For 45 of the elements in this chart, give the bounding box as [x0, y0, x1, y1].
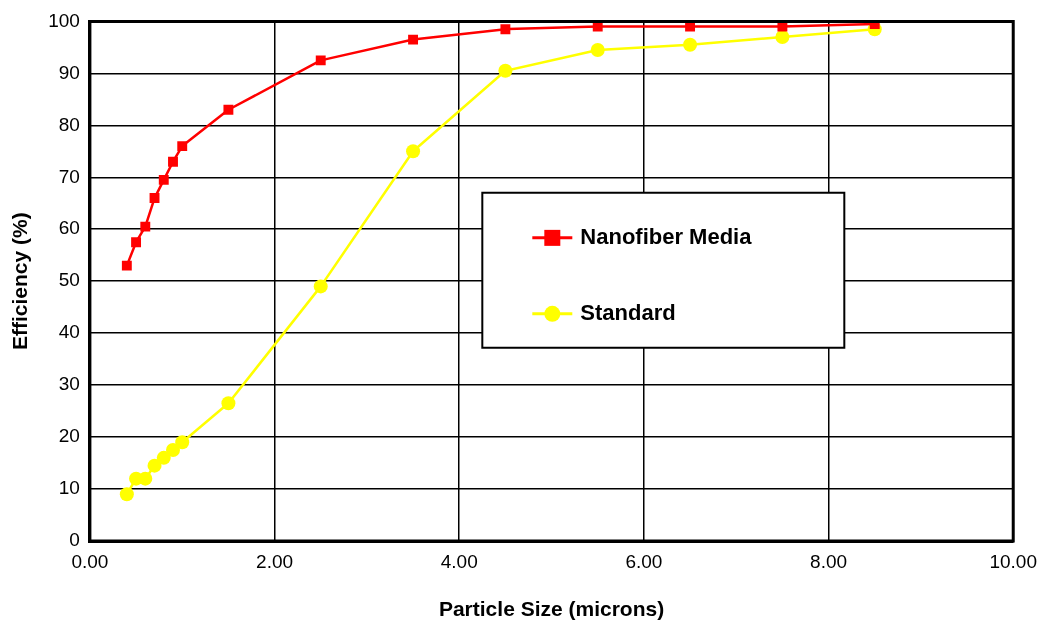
point — [138, 471, 153, 486]
point — [223, 104, 234, 115]
legend-label: Standard — [580, 299, 676, 325]
legend-label: Nanofiber Media — [580, 223, 753, 249]
x-tick-label: 6.00 — [625, 550, 663, 572]
point — [683, 37, 698, 52]
x-tick-label: 8.00 — [810, 550, 848, 572]
point — [221, 396, 236, 411]
point — [166, 443, 180, 458]
point — [140, 221, 151, 232]
point — [406, 144, 421, 159]
y-tick-label: 10 — [58, 477, 80, 499]
point — [119, 487, 134, 502]
point — [149, 193, 160, 204]
point — [313, 279, 328, 294]
y-tick-label: 40 — [58, 321, 80, 343]
point — [498, 63, 513, 78]
y-tick-label: 90 — [58, 61, 80, 83]
point — [168, 156, 178, 167]
y-tick-label: 0 — [69, 529, 80, 551]
point — [121, 260, 132, 271]
x-tick-label: 2.00 — [256, 550, 294, 572]
point — [315, 55, 326, 66]
point — [590, 42, 605, 57]
point — [500, 24, 511, 35]
point — [175, 435, 190, 450]
y-tick-label: 70 — [58, 165, 80, 187]
x-axis-title: Particle Size (microns) — [438, 597, 665, 621]
y-tick-label: 60 — [58, 217, 80, 239]
x-tick-label: 4.00 — [440, 550, 478, 572]
point — [775, 29, 790, 44]
y-tick-label: 30 — [58, 373, 80, 395]
y-tick-label: 80 — [58, 113, 80, 135]
x-tick-label: 0.00 — [71, 550, 109, 572]
point — [177, 141, 188, 152]
point — [131, 237, 142, 248]
point — [158, 174, 169, 185]
y-tick-label: 50 — [58, 269, 80, 291]
y-tick-label: 100 — [48, 9, 80, 31]
x-tick-label: 10.00 — [989, 550, 1037, 572]
y-tick-label: 20 — [58, 425, 80, 447]
y-axis-title: Efficiency (%) — [8, 212, 32, 351]
point — [147, 458, 162, 473]
point — [156, 450, 171, 465]
point — [408, 34, 419, 45]
